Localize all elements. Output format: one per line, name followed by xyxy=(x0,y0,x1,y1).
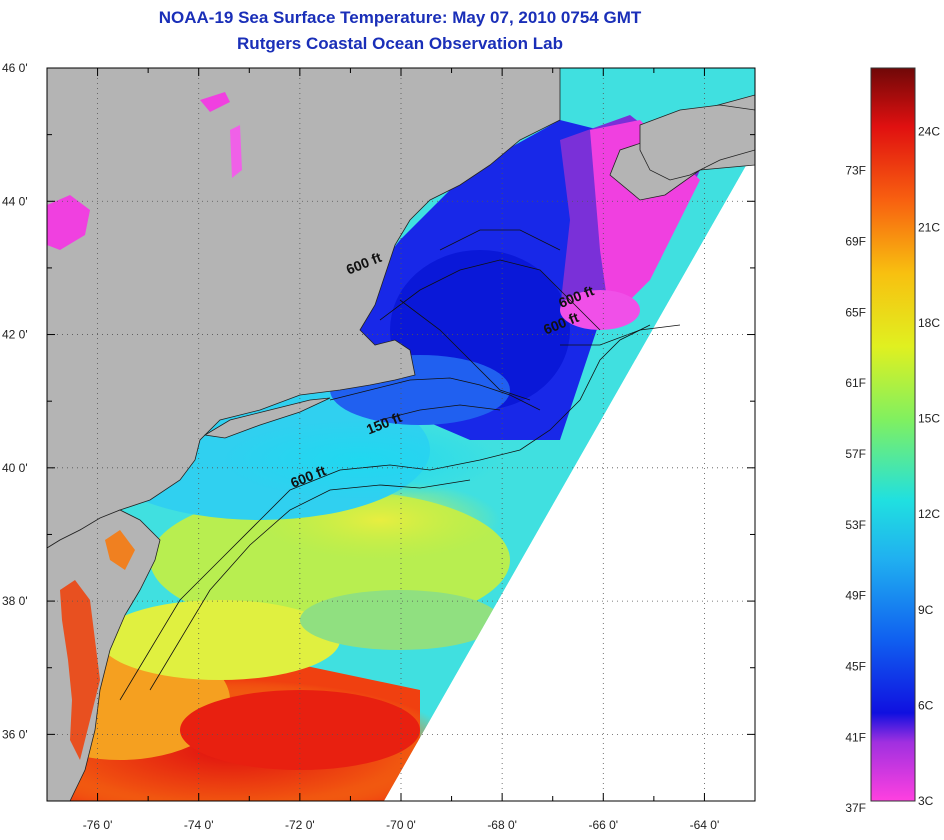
legend-fahrenheit-label: 45F xyxy=(845,659,866,673)
legend-celsius-label: 6C xyxy=(918,698,934,712)
legend-fahrenheit-label: 37F xyxy=(845,801,866,815)
legend-fahrenheit-label: 73F xyxy=(845,164,866,178)
lon-tick-label: -76 0' xyxy=(83,818,113,832)
latitude-labels: 36 0' 38 0' 40 0' 42 0' 44 0' 46 0' xyxy=(2,61,28,741)
legend-celsius-label: 15C xyxy=(918,412,940,426)
axis-ticks xyxy=(46,67,756,802)
lon-tick-label: -70 0' xyxy=(386,818,416,832)
legend-celsius-label: 12C xyxy=(918,507,940,521)
map-title: NOAA-19 Sea Surface Temperature: May 07,… xyxy=(158,8,642,27)
legend-fahrenheit-label: 65F xyxy=(845,305,866,319)
legend-fahrenheit-label: 49F xyxy=(845,589,866,603)
inland-lake-patch-2 xyxy=(200,92,230,112)
land-mass xyxy=(47,68,755,201)
legend-celsius-label: 21C xyxy=(918,220,940,234)
legend-celsius-label: 18C xyxy=(918,316,940,330)
graticule xyxy=(47,68,755,801)
delaware-bay xyxy=(105,530,135,570)
map-subtitle: Rutgers Coastal Ocean Observation Lab xyxy=(237,34,563,53)
lat-tick-label: 42 0' xyxy=(2,328,28,342)
chesapeake-bay xyxy=(60,580,100,760)
lon-tick-label: -66 0' xyxy=(588,818,618,832)
land-mainland xyxy=(47,68,561,549)
no-data-swath-edge xyxy=(384,150,755,801)
lon-tick-label: -74 0' xyxy=(184,818,214,832)
legend-fahrenheit-label: 61F xyxy=(845,376,866,390)
legend-fahrenheit-label: 57F xyxy=(845,447,866,461)
lat-tick-label: 46 0' xyxy=(2,61,28,75)
inland-lake-patch xyxy=(47,195,90,250)
lon-tick-label: -68 0' xyxy=(487,818,517,832)
bathymetry-contours xyxy=(119,229,681,701)
lon-tick-label: -72 0' xyxy=(285,818,315,832)
legend-celsius-label: 9C xyxy=(918,603,934,617)
legend-fahrenheit-label: 53F xyxy=(845,518,866,532)
nova-scotia xyxy=(639,104,755,181)
legend-fahrenheit-labels: 37F 41F 45F 49F 53F 57F 61F 65F 69F 73F xyxy=(845,164,866,815)
long-island xyxy=(203,397,331,439)
legend-celsius-label: 3C xyxy=(918,794,934,808)
lat-tick-label: 40 0' xyxy=(2,461,28,475)
inland-lake-patch-3 xyxy=(230,125,242,178)
lat-tick-label: 38 0' xyxy=(2,594,28,608)
lat-tick-label: 36 0' xyxy=(2,727,28,741)
legend-fahrenheit-label: 41F xyxy=(845,730,866,744)
lon-tick-label: -64 0' xyxy=(690,818,720,832)
legend-fahrenheit-label: 69F xyxy=(845,235,866,249)
legend-celsius-label: 24C xyxy=(918,125,940,139)
longitude-labels: -76 0' -74 0' -72 0' -70 0' -68 0' -66 0' -64 … xyxy=(83,818,720,832)
legend-celsius-labels: 3C 6C 9C 12C 15C 18C 21C 24C xyxy=(918,125,940,808)
lat-tick-label: 44 0' xyxy=(2,194,28,208)
legend-colorbar xyxy=(870,67,916,802)
